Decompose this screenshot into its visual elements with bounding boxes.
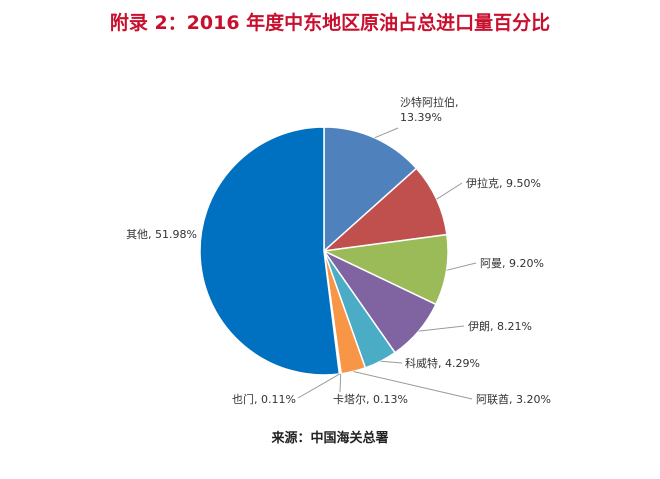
slice-label-8: 也门, 0.11% [232,392,296,406]
leader-line-1 [374,127,399,139]
slice-label-9: 其他, 51.98% [126,228,197,241]
pie-slice-9 [199,126,341,376]
leader-lines [297,127,477,400]
source-note: 来源：中国海关总署 [271,431,389,446]
slice-label-4: 伊朗, 8.21% [468,320,532,333]
leader-line-8 [297,373,341,399]
slice-label-6: 阿联酋, 3.20% [476,392,551,406]
leader-line-3 [446,262,477,271]
slice-label-2: 伊拉克, 9.50% [466,176,541,190]
chart-title: 附录 2：2016 年度中东地区原油占总进口量百分比 [109,12,551,34]
slice-label-1: 沙特阿拉伯, 13.39% [400,95,459,124]
slice-label-5: 科威特, 4.29% [405,356,480,370]
leader-line-4 [418,325,465,332]
slice-labels: 沙特阿拉伯, 13.39% 伊拉克, 9.50% 阿曼, 9.20% 伊朗, 8.21%… [126,95,551,406]
leader-line-5 [380,360,403,364]
slice-label-3: 阿曼, 9.20% [480,257,544,270]
leader-line-6 [353,370,473,400]
pie-slices [199,126,449,376]
slice-label-7: 卡塔尔, 0.13% [333,393,408,406]
leader-line-2 [436,182,463,200]
leader-line-7 [339,373,342,393]
